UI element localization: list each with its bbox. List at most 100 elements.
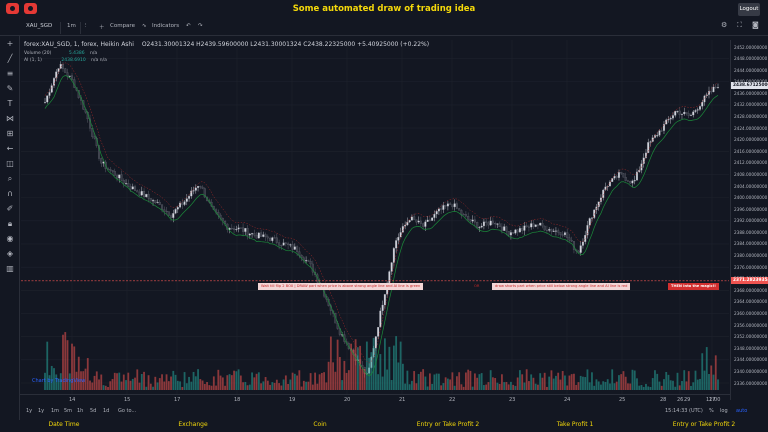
layers-icon[interactable]: ◈ [6,249,14,258]
volume-bar [467,369,470,390]
indicators-button[interactable]: Indicators [152,23,180,29]
symbol-selector[interactable]: XAU_SGD [26,23,53,29]
arrow-back-icon[interactable]: ← [6,144,14,153]
auto-toggle[interactable]: auto [736,408,748,414]
volume-bar [633,370,636,390]
trendline-icon[interactable]: ╱ [7,54,13,63]
zoom-icon[interactable]: ⌕ [7,174,13,183]
volume-bar [629,383,632,390]
volume-bar [546,386,548,390]
candle [165,210,168,212]
candle [167,211,170,216]
pattern-icon[interactable]: ⋈ [6,114,14,123]
candle [536,224,539,226]
volume-bar [363,368,366,390]
candle [188,196,191,199]
settings-icon[interactable]: ⚙ [721,21,728,29]
candle [422,223,425,227]
price-axis[interactable]: 2452.00000000 2448.00000000 2444.00000000 2… [730,40,768,400]
volume-bar [444,377,447,390]
range-1y[interactable]: 1y [26,408,33,414]
utc-time[interactable]: 15:14:33 (UTC) [665,408,703,414]
candle [608,181,611,187]
volume-bar [314,372,317,390]
projection-icon[interactable]: ⊞ [6,129,14,138]
ruler-icon[interactable]: ◫ [6,159,14,168]
goto-button[interactable]: Go to... [118,408,137,414]
logout-button[interactable]: Logout [738,3,760,16]
candle [613,175,616,179]
compare-icon[interactable]: ＋ [99,25,105,31]
volume-bar [386,369,389,390]
indicators-icon[interactable]: ∿ [142,23,147,29]
chart-type-icon[interactable]: ⫶ [85,23,87,29]
candle [566,232,569,238]
candle [431,217,434,221]
candle [559,232,562,235]
range-5d[interactable]: 5d [90,408,97,414]
date-axis[interactable]: 14 15 17 18 19 20 21 22 23 24 25 26 27 28 29 11:00 [20,394,730,406]
volume-bar [104,385,107,390]
undo-icon[interactable]: ↶ [186,23,191,29]
crosshair-icon[interactable]: + [6,39,14,48]
volume-bar [260,383,262,390]
candle [444,205,447,207]
brush-icon[interactable]: ✎ [6,84,14,93]
candle [530,223,533,228]
volume-bar [383,338,386,390]
volume-legend: Volume (20) 5.4386 n/a [24,51,97,56]
log-toggle[interactable]: log [720,408,728,414]
trash-icon[interactable]: ▥ [6,264,14,273]
lock-draw-icon[interactable]: ✐ [6,204,14,213]
volume-bar [127,372,130,390]
volume-bar [638,385,641,390]
volume-bar [656,373,659,390]
compare-button[interactable]: Compare [110,23,135,29]
eye-icon[interactable]: ◉ [6,234,14,243]
candle [599,197,602,202]
volume-bar [651,378,654,390]
candle [417,220,420,223]
candle [147,194,150,199]
fib-icon[interactable]: ≡ [6,69,14,78]
volume-bar [57,378,60,390]
volume-bar [519,370,521,390]
volume-bar [710,365,713,390]
volume-bar [356,347,359,390]
range-1d[interactable]: 1d [103,408,110,414]
volume-bar [566,385,569,390]
fullscreen-icon[interactable]: ⛶ [737,21,742,29]
volume-bar [361,368,364,390]
tradingview-watermark[interactable]: Chart by TradingView [32,378,86,384]
candle [694,110,697,112]
candle [127,183,130,187]
candle [588,218,591,226]
magnet-icon[interactable]: ∩ [7,189,13,198]
price-tick-label: 2368.00000000 [734,287,768,293]
range-5m[interactable]: 5m [64,408,73,414]
price-tick-label: 2404.00000000 [734,183,768,189]
candle [507,231,510,236]
text-icon[interactable]: T [7,99,13,108]
range-1m[interactable]: 1m [51,408,60,414]
volume-bar [343,360,346,390]
price-tick-label: 2440.00000000 [734,79,767,84]
volume-bar [120,381,123,390]
range-1h[interactable]: 1h [77,408,84,414]
price-tick-label: 2356.00000000 [734,322,768,328]
candle [626,180,629,182]
candle [395,240,398,249]
current-price-label: 2438.67125000 [731,82,768,90]
percent-toggle[interactable]: % [709,408,714,414]
volume-bar [66,340,69,390]
volume-bar [701,353,704,390]
redo-icon[interactable]: ↷ [198,23,203,29]
range-1y-alt[interactable]: 1y [38,408,45,414]
interval-selector[interactable]: 1m [67,23,76,29]
candle [512,232,515,234]
volume-bar [532,377,535,390]
candle [64,68,67,73]
camera-icon[interactable]: ◙ [752,21,759,29]
lock-icon[interactable]: 🔒︎ [7,219,13,228]
